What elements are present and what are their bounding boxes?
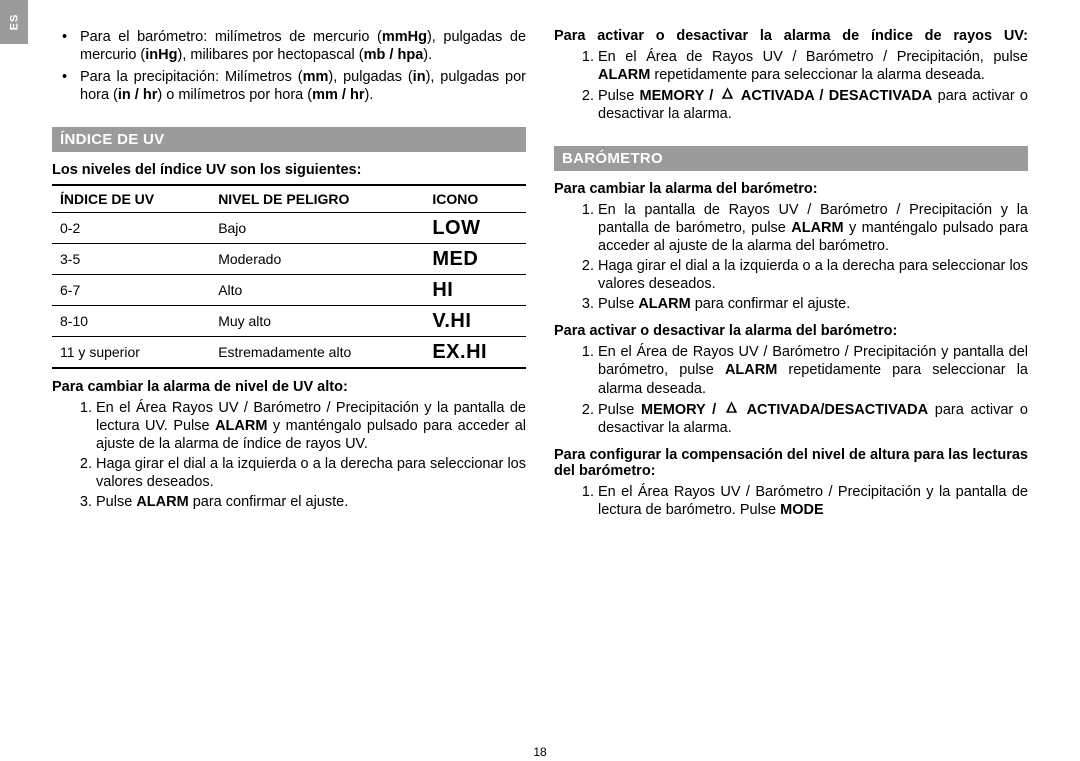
cell-icon: EX.HI — [424, 336, 526, 368]
step-item: En el Área de Rayos UV / Barómetro / Pre… — [598, 48, 1028, 84]
cell-icon: HI — [424, 274, 526, 305]
step-item: En el Área Rayos UV / Barómetro / Precip… — [96, 399, 526, 453]
unit: mm — [303, 69, 329, 85]
proc-uv-toggle-steps: En el Área de Rayos UV / Barómetro / Pre… — [554, 48, 1028, 124]
unit: in — [413, 69, 426, 85]
cell-level: Muy alto — [210, 305, 424, 336]
key-label: MEMORY / — [641, 402, 723, 418]
proc-baro-toggle-title: Para activar o desactivar la alarma del … — [554, 323, 1028, 339]
cell-level: Moderado — [210, 243, 424, 274]
key-label: ACTIVADA/DESACTIVADA — [747, 402, 929, 418]
col-uv-index: ÍNDICE DE UV — [52, 185, 210, 213]
uv-icon-exhi: EX.HI — [432, 341, 487, 363]
step-item: En el Área de Rayos UV / Barómetro / Pre… — [598, 343, 1028, 397]
text: ), pulgadas ( — [328, 69, 412, 85]
left-column: Para el barómetro: milímetros de mercuri… — [52, 28, 526, 751]
unit: mmHg — [382, 29, 427, 45]
key-label: MEMORY / — [640, 88, 719, 104]
cell-level: Alto — [210, 274, 424, 305]
key-label: ALARM — [725, 362, 777, 378]
uv-icon-med: MED — [432, 248, 478, 270]
text: Pulse — [598, 296, 638, 312]
step-item: En la pantalla de Rayos UV / Barómetro /… — [598, 201, 1028, 255]
cell-level: Bajo — [210, 212, 424, 243]
cell-icon: LOW — [424, 212, 526, 243]
text: para confirmar el ajuste. — [691, 296, 851, 312]
proc-baro-altitude-steps: En el Área Rayos UV / Barómetro / Precip… — [554, 483, 1028, 519]
text: Pulse — [598, 88, 640, 104]
cell-range: 0-2 — [52, 212, 210, 243]
col-danger-level: NIVEL DE PELIGRO — [210, 185, 424, 213]
table-row: 3-5 Moderado MED — [52, 243, 526, 274]
proc-uv-change-steps: En el Área Rayos UV / Barómetro / Precip… — [52, 399, 526, 512]
page-body: Para el barómetro: milímetros de mercuri… — [52, 28, 1028, 751]
proc-baro-change-title: Para cambiar la alarma del barómetro: — [554, 181, 1028, 197]
text: ), milibares por hectopascal ( — [177, 47, 363, 63]
uv-table-caption: Los niveles del índice UV son los siguie… — [52, 162, 526, 178]
step-item: Pulse ALARM para confirmar el ajuste. — [96, 493, 526, 511]
key-label: ACTIVADA / DESACTIVADA — [741, 88, 933, 104]
cell-range: 3-5 — [52, 243, 210, 274]
text: Para la precipitación: Milímetros ( — [80, 69, 303, 85]
proc-baro-change-steps: En la pantalla de Rayos UV / Barómetro /… — [554, 201, 1028, 314]
text: ) o milímetros por hora ( — [157, 87, 312, 103]
bell-icon — [719, 86, 736, 103]
col-icon: ICONO — [424, 185, 526, 213]
proc-uv-toggle-title: Para activar o desactivar la alarma de í… — [554, 28, 1028, 44]
step-item: Haga girar el dial a la izquierda o a la… — [598, 257, 1028, 293]
table-row: 6-7 Alto HI — [52, 274, 526, 305]
step-item: Pulse MEMORY / ACTIVADA/DESACTIVADA para… — [598, 400, 1028, 437]
table-header-row: ÍNDICE DE UV NIVEL DE PELIGRO ICONO — [52, 185, 526, 213]
key-label: ALARM — [136, 494, 188, 510]
unit: mb / hpa — [364, 47, 424, 63]
key-label: ALARM — [791, 220, 843, 236]
cell-icon: MED — [424, 243, 526, 274]
key-label: ALARM — [598, 67, 650, 83]
units-bullet-list: Para el barómetro: milímetros de mercuri… — [52, 28, 526, 105]
proc-baro-altitude-title: Para configurar la compensación del nive… — [554, 447, 1028, 479]
step-item: Pulse ALARM para confirmar el ajuste. — [598, 295, 1028, 313]
key-label: ALARM — [215, 418, 267, 434]
uv-index-table: ÍNDICE DE UV NIVEL DE PELIGRO ICONO 0-2 … — [52, 184, 526, 369]
unit: inHg — [145, 47, 177, 63]
unit: mm / hr — [312, 87, 364, 103]
proc-uv-change-title: Para cambiar la alarma de nivel de UV al… — [52, 379, 526, 395]
cell-range: 8-10 — [52, 305, 210, 336]
text: ). — [364, 87, 373, 103]
bullet-precipitation: Para la precipitación: Milímetros (mm), … — [80, 68, 526, 104]
section-heading-uv: ÍNDICE DE UV — [52, 127, 526, 152]
proc-baro-toggle-steps: En el Área de Rayos UV / Barómetro / Pre… — [554, 343, 1028, 437]
step-item: En el Área Rayos UV / Barómetro / Precip… — [598, 483, 1028, 519]
cell-level: Estremadamente alto — [210, 336, 424, 368]
table-row: 8-10 Muy alto V.HI — [52, 305, 526, 336]
right-column: Para activar o desactivar la alarma de í… — [554, 28, 1028, 751]
text: Para el barómetro: milímetros de mercuri… — [80, 29, 382, 45]
language-tab: ES — [0, 0, 28, 44]
uv-icon-low: LOW — [432, 217, 480, 239]
table-row: 0-2 Bajo LOW — [52, 212, 526, 243]
table-row: 11 y superior Estremadamente alto EX.HI — [52, 336, 526, 368]
uv-icon-hi: HI — [432, 279, 453, 301]
text: Pulse — [96, 494, 136, 510]
text: ). — [423, 47, 432, 63]
key-label: ALARM — [638, 296, 690, 312]
cell-range: 11 y superior — [52, 336, 210, 368]
text: Pulse — [598, 402, 641, 418]
text: En el Área de Rayos UV / Barómetro / Pre… — [598, 49, 1028, 65]
cell-range: 6-7 — [52, 274, 210, 305]
text: para confirmar el ajuste. — [189, 494, 349, 510]
bell-icon — [723, 400, 740, 417]
bullet-barometer: Para el barómetro: milímetros de mercuri… — [80, 28, 526, 64]
section-heading-barometer: BARÓMETRO — [554, 146, 1028, 171]
language-tab-label: ES — [8, 14, 20, 31]
cell-icon: V.HI — [424, 305, 526, 336]
step-item: Pulse MEMORY / ACTIVADA / DESACTIVADA pa… — [598, 86, 1028, 123]
unit: in / hr — [118, 87, 157, 103]
key-label: MODE — [780, 502, 824, 518]
step-item: Haga girar el dial a la izquierda o a la… — [96, 455, 526, 491]
uv-icon-vhi: V.HI — [432, 310, 471, 332]
page-number: 18 — [0, 745, 1080, 759]
text: repetidamente para seleccionar la alarma… — [650, 67, 985, 83]
